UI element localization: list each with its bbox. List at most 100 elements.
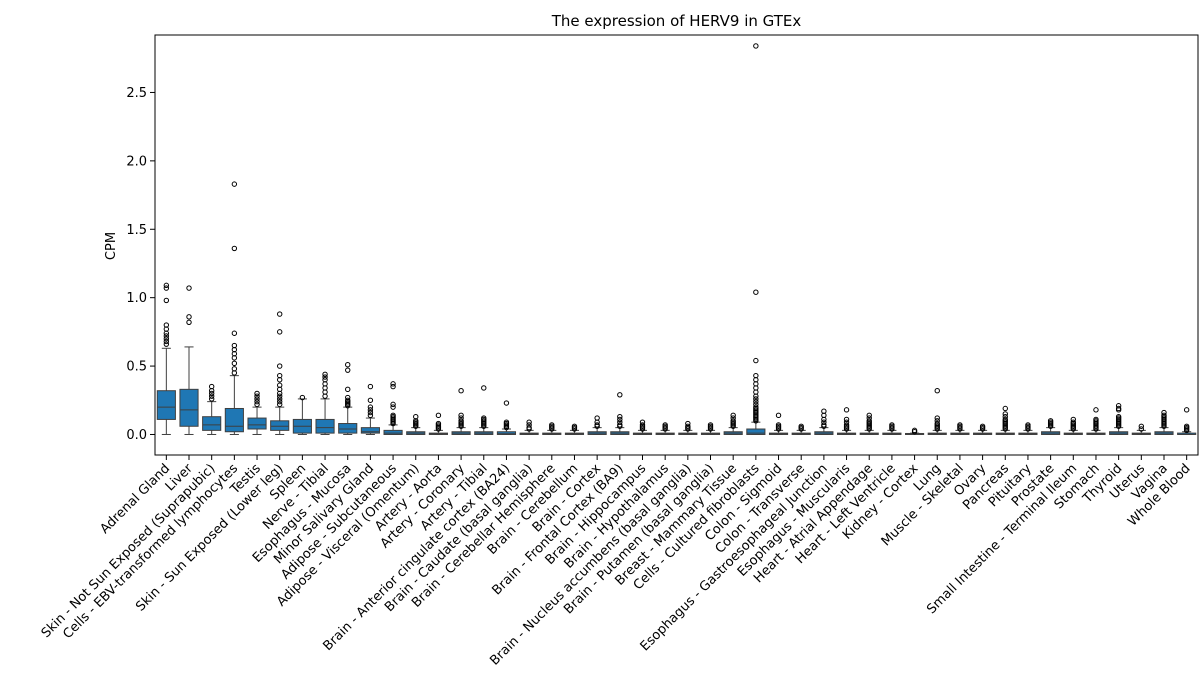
outlier-point (186, 319, 192, 325)
outlier-point (435, 412, 442, 419)
box (496, 431, 517, 435)
outlier-point (277, 382, 283, 388)
outlier-point (163, 338, 170, 345)
outlier-point (163, 336, 170, 342)
outlier-point (1025, 422, 1031, 428)
outlier-point (231, 330, 238, 336)
outlier-point (231, 360, 238, 367)
box-group (1131, 423, 1151, 435)
y-tick-label: 2.0 (126, 154, 147, 169)
box-group (1041, 418, 1061, 435)
box-group (224, 181, 244, 435)
outlier-point (526, 419, 532, 425)
outlier-point (1093, 407, 1099, 413)
outlier-point (322, 377, 328, 383)
outlier-point (639, 419, 646, 425)
outlier-point (231, 181, 238, 187)
outlier-point (186, 314, 192, 320)
outlier-point (231, 366, 238, 372)
box-group (610, 392, 630, 435)
outlier-point (1115, 413, 1122, 420)
outlier-point (1161, 412, 1167, 419)
outlier-point (1047, 418, 1054, 424)
outlier-point (1183, 423, 1190, 429)
box (383, 429, 403, 435)
box-group (1063, 416, 1083, 435)
outlier-point (163, 285, 170, 291)
box-group (950, 422, 970, 435)
box-group (973, 423, 993, 435)
outlier-point (458, 388, 464, 394)
outlier-point (277, 372, 283, 379)
box-group (859, 412, 879, 435)
box-group (519, 419, 539, 435)
box-group (791, 423, 811, 435)
outlier-point (163, 333, 170, 339)
outlier-point (843, 416, 850, 423)
outlier-point (1161, 409, 1167, 416)
box-group (202, 383, 222, 435)
outlier-point (753, 404, 759, 410)
outlier-point (367, 404, 374, 410)
box-group (315, 371, 335, 435)
outlier-point (957, 422, 963, 428)
box (247, 417, 267, 430)
outlier-point (685, 420, 691, 427)
box (360, 427, 380, 434)
outlier-point (866, 415, 872, 421)
outlier-point (163, 297, 170, 304)
box-group (882, 422, 902, 435)
box-group (1109, 403, 1129, 435)
y-axis-label: CPM (104, 232, 119, 260)
outlier-point (208, 393, 215, 399)
outlier-point (571, 423, 578, 429)
box-group (1154, 409, 1174, 435)
box-group (1177, 407, 1197, 435)
box (156, 390, 176, 420)
outlier-point (1070, 419, 1076, 425)
outlier-point (231, 245, 238, 252)
box-group (995, 405, 1015, 435)
outlier-point (594, 422, 600, 428)
box-group (632, 419, 653, 435)
outlier-point (458, 412, 464, 419)
outlier-point (345, 386, 351, 393)
outlier-point (617, 413, 623, 420)
outlier-point (345, 367, 351, 373)
box-group (338, 362, 358, 435)
outlier-point (889, 422, 895, 428)
box-group (247, 390, 267, 435)
box-group (700, 422, 721, 435)
outlier-point (390, 401, 396, 408)
box-group (814, 408, 834, 435)
outlier-point (662, 422, 668, 428)
outlier-point (413, 413, 419, 420)
outlier-point (390, 412, 396, 419)
outlier-point (526, 424, 532, 431)
box-group (383, 381, 403, 435)
outlier-point (979, 423, 986, 429)
box-group (564, 423, 585, 435)
outlier-point (277, 393, 283, 399)
outlier-point (617, 416, 623, 423)
outlier-point (730, 418, 736, 424)
box-group (428, 412, 448, 435)
outlier-point (1002, 416, 1008, 423)
outlier-point (367, 383, 374, 390)
outlier-point (163, 341, 170, 347)
outlier-point (617, 392, 623, 398)
outlier-point (866, 412, 872, 419)
outlier-point (231, 342, 238, 349)
outlier-point (345, 362, 351, 368)
outlier-point (345, 394, 351, 401)
box-group (270, 311, 290, 435)
outlier-point (1138, 426, 1145, 432)
outlier-point (254, 398, 260, 405)
outlier-point (549, 422, 555, 428)
outlier-point (1002, 405, 1008, 412)
outlier-point (1138, 423, 1145, 429)
outlier-point (277, 329, 283, 335)
box-group (678, 420, 698, 435)
outlier-point (254, 401, 260, 408)
